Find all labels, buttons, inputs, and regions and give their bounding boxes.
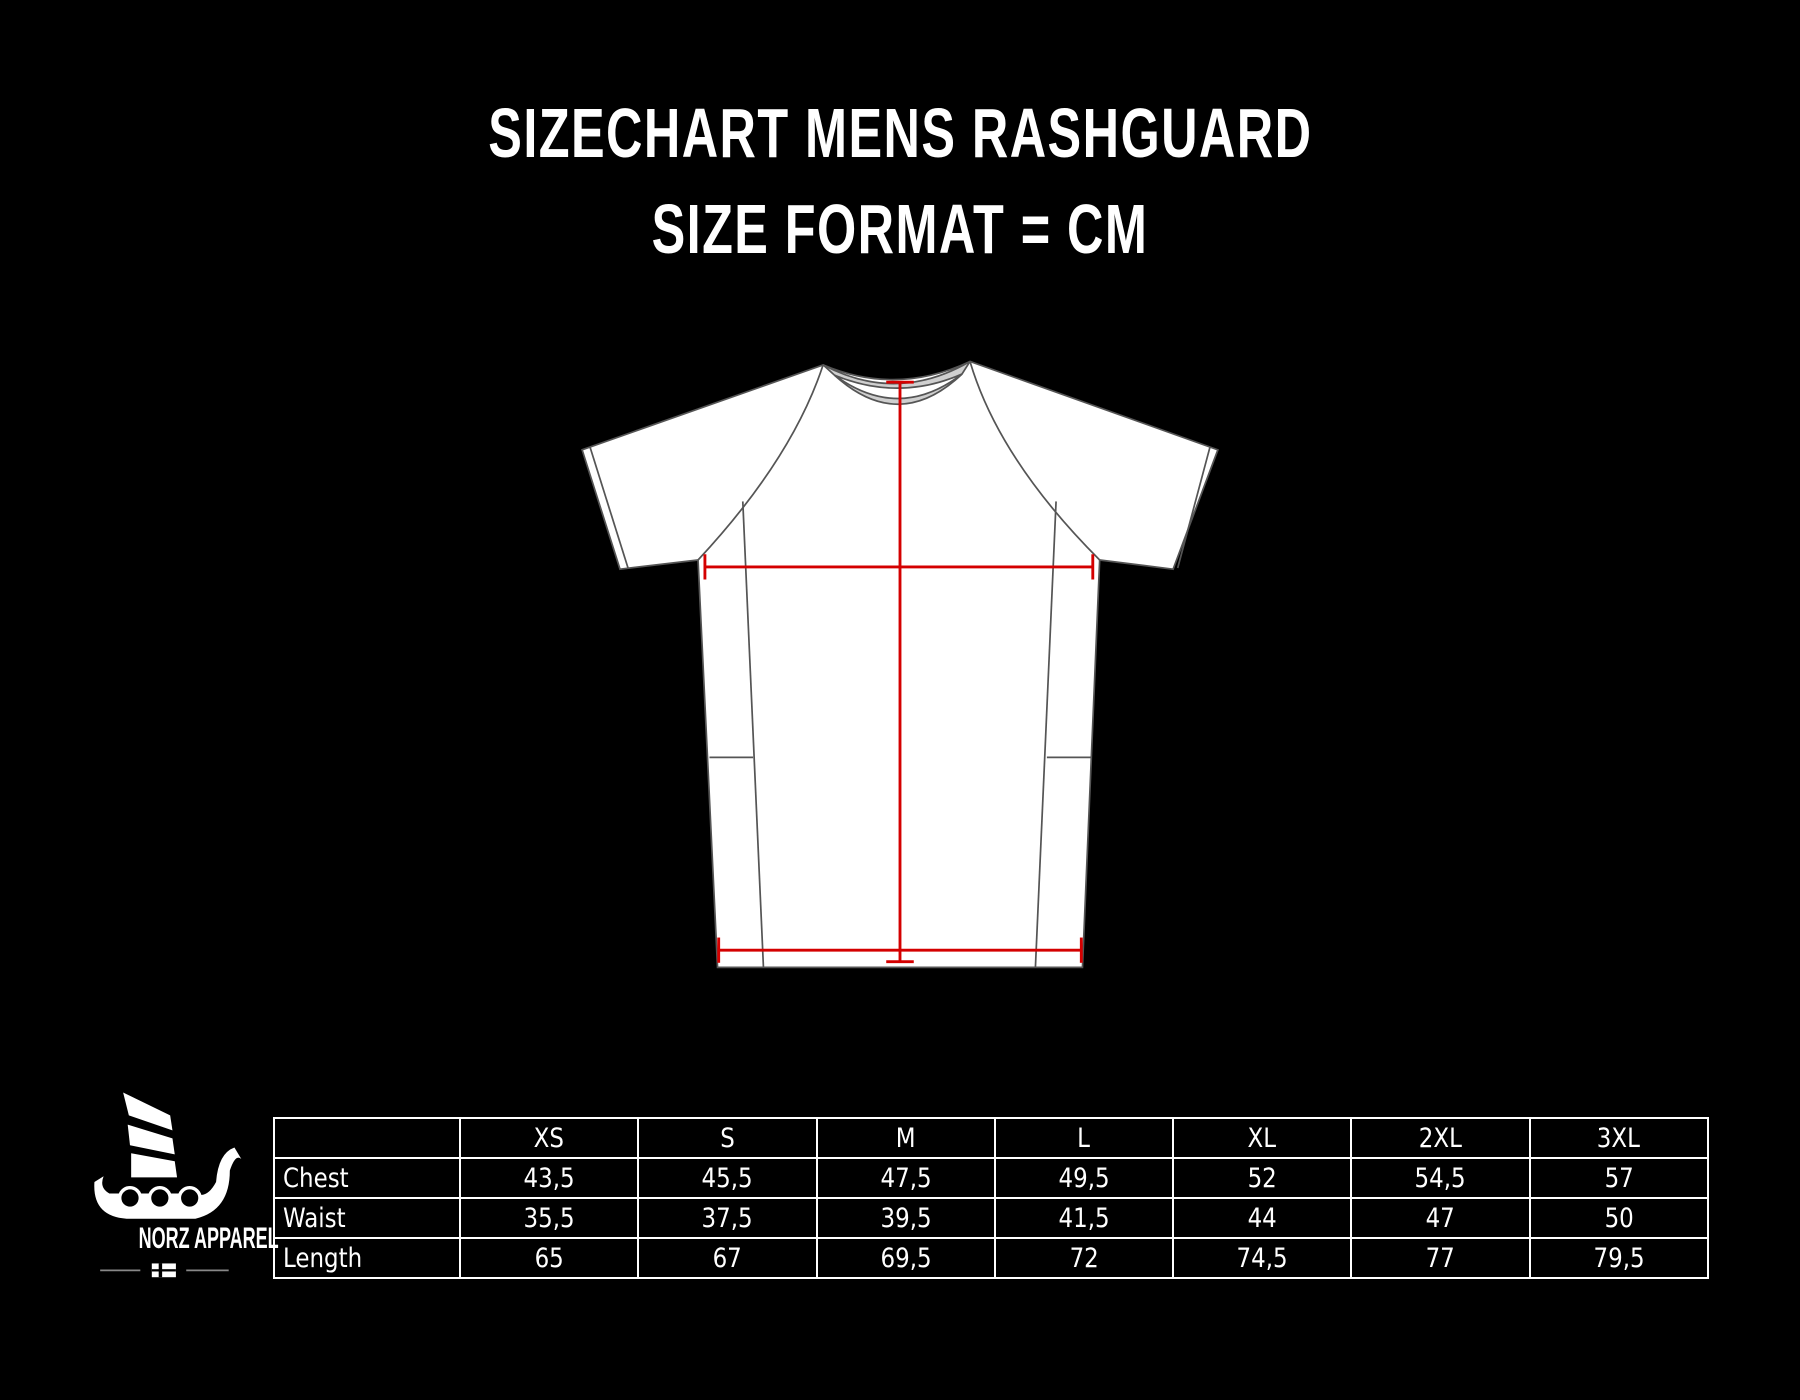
table-cell: 37,5 [637,1197,818,1239]
table-cell: 47 [1350,1197,1531,1239]
table-header-row: XS S M L XL 2XL 3XL [273,1117,1710,1159]
table-cell: 69,5 [815,1237,996,1279]
norway-flag-icon [151,1263,176,1278]
header-cell-2xl: 2XL [1350,1117,1531,1159]
table-cell: 79,5 [1528,1237,1710,1279]
table-cell: 41,5 [993,1197,1175,1239]
header-cell-m: M [815,1117,996,1159]
table-row-chest: Chest 43,5 45,5 47,5 49,5 52 54,5 57 [273,1157,1710,1199]
table-cell: 67 [637,1237,818,1279]
raglan-seam-left [697,364,824,561]
table-cell: 47,5 [815,1157,996,1199]
table-cell: 57 [1528,1157,1710,1199]
page-subtitle: SIZE FORMAT = CM [651,190,1149,268]
measure-lines [703,380,1095,964]
row-label: Length [273,1237,461,1279]
header-cell-xs: XS [458,1117,640,1159]
table-row-length: Length 65 67 69,5 72 74,5 77 79,5 [273,1237,1710,1279]
header-cell [273,1117,461,1159]
row-label: Chest [273,1157,461,1199]
brand-logo-text: NORZ APPAREL [138,1222,279,1255]
header-cell-xl: XL [1172,1117,1353,1159]
table-cell: 49,5 [993,1157,1175,1199]
table-cell: 72 [993,1237,1175,1279]
side-panel-left [741,501,765,968]
table-cell: 65 [458,1237,640,1279]
viking-ship-icon [94,1092,242,1272]
table-cell: 43,5 [458,1157,640,1199]
cuff-left [589,447,629,569]
table-cell: 74,5 [1172,1237,1353,1279]
table-cell: 50 [1528,1197,1710,1239]
table-cell: 54,5 [1350,1157,1531,1199]
table-cell: 44 [1172,1197,1353,1239]
table-cell: 45,5 [637,1157,818,1199]
row-label: Waist [273,1197,461,1239]
header-cell-3xl: 3XL [1528,1117,1710,1159]
table-row-waist: Waist 35,5 37,5 39,5 41,5 44 47 50 [273,1197,1710,1239]
table-cell: 35,5 [458,1197,640,1239]
page-title: SIZECHART MENS RASHGUARD [487,94,1313,172]
header-cell-s: S [637,1117,818,1159]
header-cell-l: L [993,1117,1175,1159]
table-cell: 39,5 [815,1197,996,1239]
neckline [834,373,963,400]
size-table: XS S M L XL 2XL 3XL Chest 43,5 45,5 47,5… [273,1117,1710,1279]
side-panel-right [1034,501,1057,968]
table-cell: 52 [1172,1157,1353,1199]
cuff-right [1176,447,1211,569]
raglan-seam-right [969,361,1101,561]
table-cell: 77 [1350,1237,1531,1279]
